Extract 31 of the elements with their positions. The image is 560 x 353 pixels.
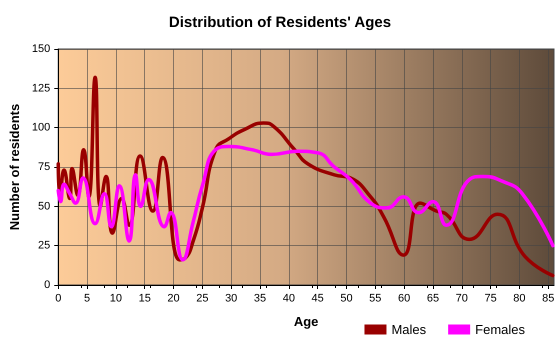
y-tick-label: 100 <box>32 122 50 134</box>
y-tick-label: 150 <box>32 43 50 55</box>
x-tick-label: 0 <box>55 292 62 304</box>
x-tick-label: 15 <box>138 292 151 304</box>
x-tick-label: 75 <box>484 292 497 304</box>
x-tick-label: 55 <box>369 292 382 304</box>
x-tick-label: 30 <box>225 292 238 304</box>
chart-title: Distribution of Residents' Ages <box>168 14 392 31</box>
y-tick-label: 125 <box>32 82 50 94</box>
x-tick-label: 10 <box>110 292 122 304</box>
x-tick-label: 25 <box>196 292 208 304</box>
y-tick-label: 75 <box>38 161 50 173</box>
line-series <box>56 144 555 262</box>
x-tick-label: 85 <box>542 292 554 304</box>
x-tick-label: 60 <box>398 292 410 304</box>
x-tick-label: 80 <box>513 292 526 304</box>
x-tick-label: 65 <box>426 292 440 304</box>
y-tick-label: 50 <box>38 200 50 212</box>
x-tick-label: 5 <box>84 292 90 304</box>
x-tick-label: 50 <box>340 292 353 304</box>
x-tick-label: 70 <box>456 292 468 304</box>
x-tick-label: 40 <box>282 292 295 304</box>
y-axis-title: Number of residents <box>7 104 22 230</box>
x-tick-label: 35 <box>254 292 266 304</box>
legend-label: Females <box>475 322 526 337</box>
x-axis-title: Age <box>294 314 318 329</box>
x-tick-label: 45 <box>312 292 324 304</box>
x-tick-label: 20 <box>167 292 180 304</box>
y-tick-label: 0 <box>44 279 50 291</box>
y-tick-label: 25 <box>38 240 50 252</box>
legend-label: Males <box>391 322 427 337</box>
